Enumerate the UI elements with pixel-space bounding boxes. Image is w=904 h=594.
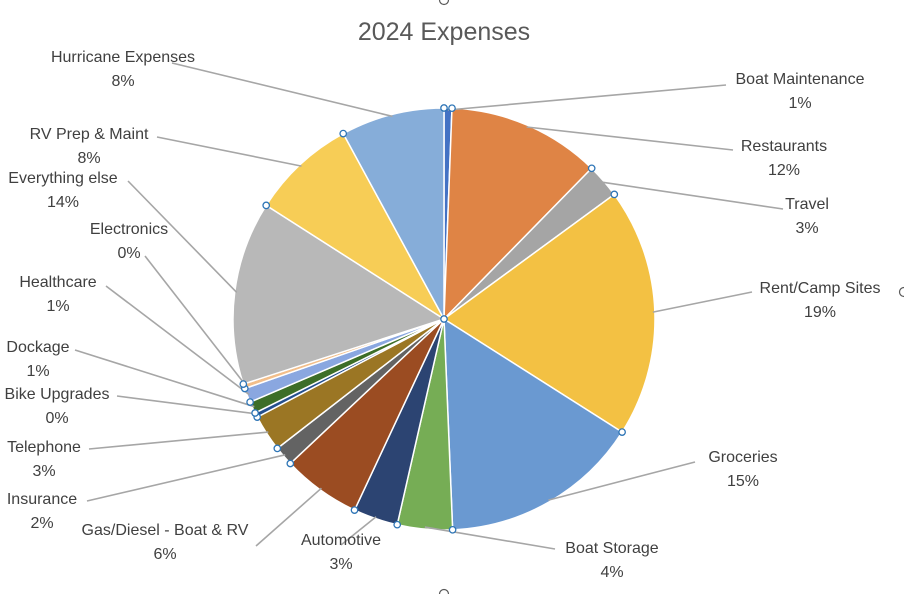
selection-handle[interactable] (246, 398, 254, 406)
data-label-name-automotive: Automotive (301, 532, 381, 549)
data-label-pct-gas-diesel-boat-rv: 6% (153, 546, 176, 563)
selection-handle[interactable] (448, 525, 457, 534)
leader-line-automotive (340, 516, 377, 546)
selection-handle[interactable] (262, 201, 271, 210)
leader-line-rv-prep-maint (156, 136, 302, 167)
data-label-pct-everything-else: 14% (47, 194, 79, 211)
data-label-name-groceries: Groceries (708, 449, 777, 466)
leader-line-gas-diesel-boat-rv (255, 487, 322, 547)
selection-handle[interactable] (239, 380, 248, 388)
selection-handle[interactable] (440, 315, 448, 323)
selection-handle[interactable] (251, 409, 259, 417)
selection-handle[interactable] (273, 444, 282, 453)
leader-line-everything-else (127, 180, 238, 293)
chart-resize-handle[interactable] (438, 588, 450, 594)
leader-line-restaurants (526, 126, 734, 151)
pie-slice-everything-else[interactable] (232, 204, 446, 386)
data-label-pct-bike-upgrades: 0% (45, 410, 68, 427)
data-label-name-dockage: Dockage (6, 339, 69, 356)
data-label-name-restaurants: Restaurants (741, 138, 827, 155)
leader-line-telephone (88, 431, 269, 450)
selection-handle[interactable] (393, 520, 402, 529)
data-label-pct-boat-maintenance: 1% (788, 95, 811, 112)
data-label-name-rent-camp-sites: Rent/Camp Sites (760, 280, 881, 297)
leader-line-travel (601, 181, 784, 210)
chart-resize-handle[interactable] (438, 0, 450, 6)
selection-handle[interactable] (286, 459, 295, 468)
data-label-name-everything-else: Everything else (8, 170, 117, 187)
leader-line-boat-maintenance (447, 84, 727, 111)
data-label-name-bike-upgrades: Bike Upgrades (5, 386, 110, 403)
data-label-name-telephone: Telephone (7, 439, 81, 456)
data-label-pct-groceries: 15% (727, 473, 759, 490)
data-label-name-gas-diesel-boat-rv: Gas/Diesel - Boat & RV (82, 522, 249, 539)
selection-handle[interactable] (587, 164, 596, 173)
selection-handle[interactable] (350, 506, 359, 514)
selection-handle[interactable] (610, 190, 619, 199)
data-label-name-boat-maintenance: Boat Maintenance (736, 71, 865, 88)
data-label-pct-dockage: 1% (26, 363, 49, 380)
data-label-pct-healthcare: 1% (46, 298, 69, 315)
leader-line-dockage (74, 349, 255, 408)
chart-resize-handle[interactable] (898, 286, 904, 298)
leader-line-rent-camp-sites (652, 291, 753, 313)
data-label-name-hurricane-expenses: Hurricane Expenses (51, 49, 195, 66)
data-label-name-insurance: Insurance (7, 491, 77, 508)
selection-handle[interactable] (440, 104, 448, 112)
selection-handle[interactable] (339, 129, 348, 138)
data-label-name-healthcare: Healthcare (19, 274, 96, 291)
pie-slice-groceries[interactable] (443, 317, 624, 531)
data-label-pct-rent-camp-sites: 19% (804, 304, 836, 321)
data-label-pct-telephone: 3% (32, 463, 55, 480)
selection-handle[interactable] (448, 104, 456, 113)
data-label-name-electronics: Electronics (90, 221, 168, 238)
leader-line-groceries (548, 461, 696, 501)
chart-title: 2024 Expenses (358, 18, 530, 46)
leader-line-healthcare (105, 285, 250, 396)
data-label-pct-restaurants: 12% (768, 162, 800, 179)
data-label-pct-automotive: 3% (329, 556, 352, 573)
leader-line-insurance (86, 454, 286, 502)
data-label-pct-hurricane-expenses: 8% (111, 73, 134, 90)
data-label-pct-rv-prep-maint: 8% (77, 150, 100, 167)
leader-line-hurricane-expenses (171, 62, 393, 118)
data-label-pct-electronics: 0% (117, 245, 140, 262)
leader-line-boat-storage (424, 526, 556, 550)
data-label-pct-travel: 3% (795, 220, 818, 237)
data-label-pct-insurance: 2% (30, 515, 53, 532)
leader-line-electronics (144, 255, 247, 387)
data-label-name-boat-storage: Boat Storage (565, 540, 659, 557)
leader-line-bike-upgrades (116, 395, 259, 415)
data-label-name-travel: Travel (785, 196, 829, 213)
data-label-pct-boat-storage: 4% (600, 564, 623, 581)
selection-handle[interactable] (618, 428, 626, 436)
data-label-name-rv-prep-maint: RV Prep & Maint (30, 126, 149, 143)
